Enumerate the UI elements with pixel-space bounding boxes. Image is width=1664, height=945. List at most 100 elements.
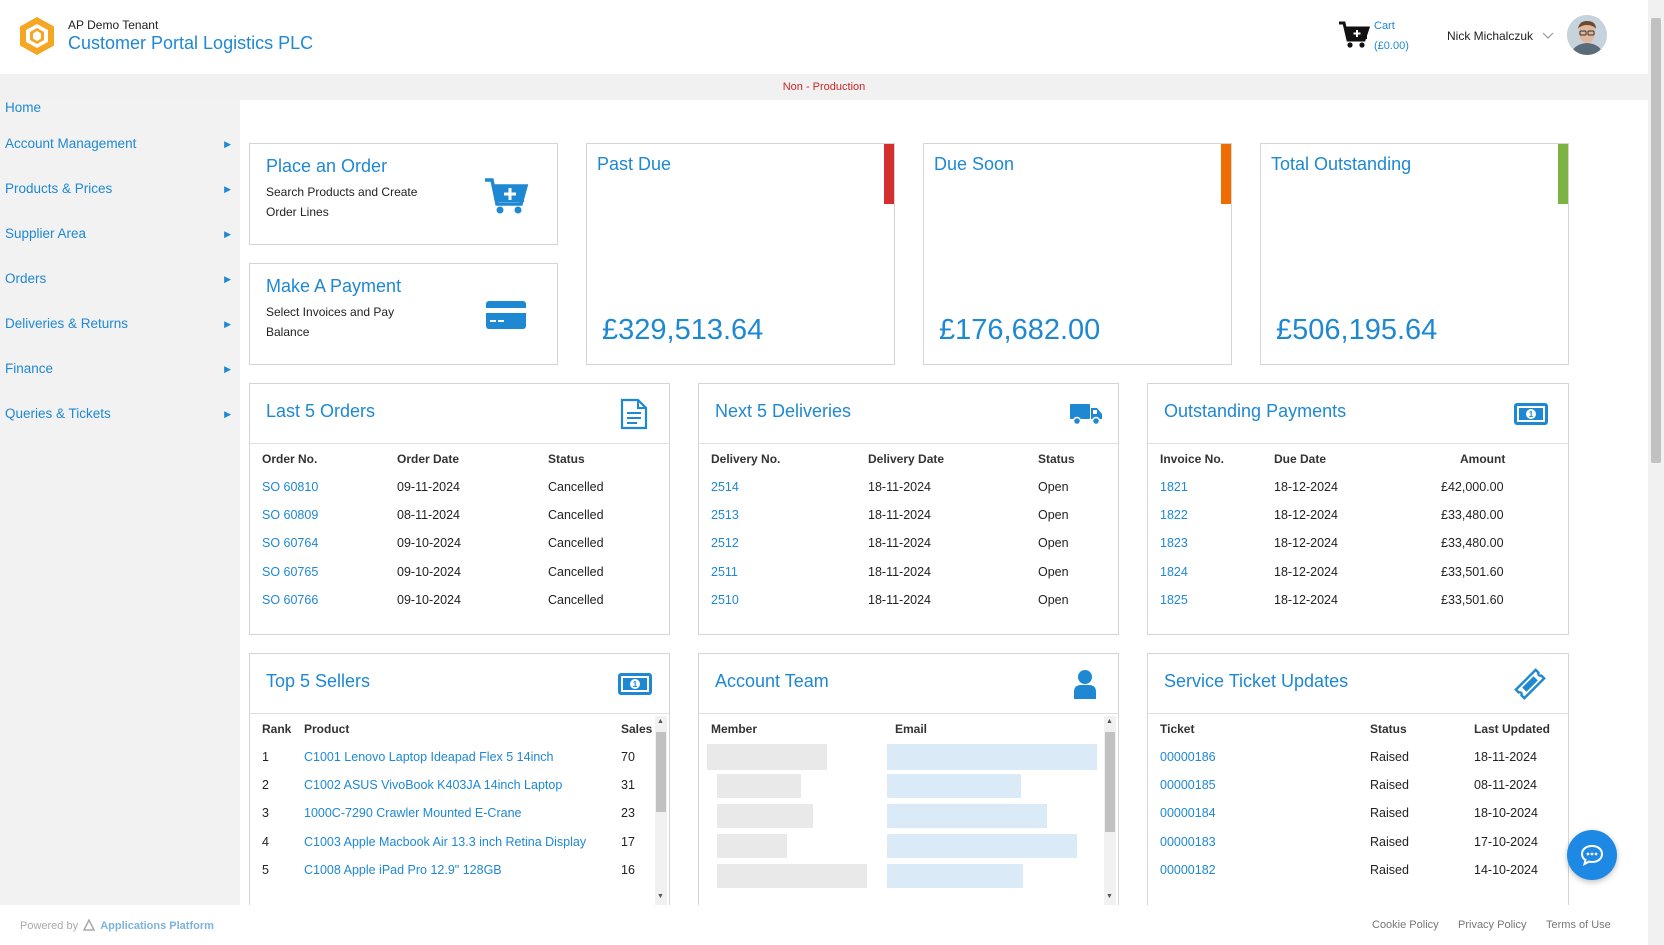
privacy-policy-link[interactable]: Privacy Policy xyxy=(1458,919,1527,931)
place-order-title[interactable]: Place an Order xyxy=(266,156,388,176)
table-cell-link[interactable]: C1003 Apple Macbook Air 13.3 inch Retina… xyxy=(304,834,587,849)
table-cell-link[interactable]: 1824 xyxy=(1160,564,1188,579)
table-cell-link[interactable]: 00000186 xyxy=(1160,750,1216,764)
cart-icon[interactable] xyxy=(1338,20,1370,50)
table-cell-link[interactable]: 1822 xyxy=(1160,508,1188,523)
sidebar-item-label: Queries & Tickets xyxy=(5,406,111,421)
column-header: Member xyxy=(711,722,758,736)
due-soon-indicator xyxy=(1221,144,1231,204)
total-outstanding-card[interactable]: Total Outstanding £506,195.64 xyxy=(1260,143,1569,365)
table-cell-link[interactable]: C1002 ASUS VivoBook K403JA 14inch Laptop xyxy=(304,778,563,793)
table-cell: Raised xyxy=(1370,778,1409,793)
table-cell-link[interactable]: 00000183 xyxy=(1160,834,1216,849)
table-cell-link[interactable]: 2512 xyxy=(711,536,739,551)
sidebar-item-orders[interactable]: Orders ▶ xyxy=(5,271,235,293)
table-cell-link[interactable]: 2513 xyxy=(711,508,739,523)
table-cell: 18-11-2024 xyxy=(868,564,932,579)
sidebar-item-account-management[interactable]: Account Management ▶ xyxy=(5,136,235,158)
table-cell-link[interactable]: 2511 xyxy=(711,564,738,579)
make-payment-title[interactable]: Make A Payment xyxy=(266,276,402,296)
table-cell-link[interactable]: 00000184 xyxy=(1160,806,1216,821)
powered-by: Powered by Applications Platform xyxy=(20,918,214,932)
chat-button[interactable] xyxy=(1567,830,1617,880)
top-sellers-title[interactable]: Top 5 Sellers xyxy=(266,671,371,691)
cart-value[interactable]: (£0.00) xyxy=(1374,40,1409,52)
account-team-title[interactable]: Account Team xyxy=(715,671,829,691)
table-cell-link[interactable]: SO 60764 xyxy=(262,536,319,551)
table-cell-link[interactable]: SO 60765 xyxy=(262,564,319,579)
table-cell: 31 xyxy=(621,778,635,793)
service-tickets-title[interactable]: Service Ticket Updates xyxy=(1164,671,1349,691)
next-deliveries-title[interactable]: Next 5 Deliveries xyxy=(715,401,852,421)
scroll-thumb[interactable] xyxy=(656,732,666,812)
table-cell-link[interactable]: 00000185 xyxy=(1160,778,1216,793)
sidebar-item-products-prices[interactable]: Products & Prices ▶ xyxy=(5,181,235,203)
cart-label[interactable]: Cart xyxy=(1374,20,1395,32)
table-cell-link[interactable]: C1001 Lenovo Laptop Ideapad Flex 5 14inc… xyxy=(304,750,554,764)
redacted-email[interactable] xyxy=(887,834,1077,858)
table-cell: 18-10-2024 xyxy=(1474,806,1538,821)
table-cell-link[interactable]: 1000C-7290 Crawler Mounted E-Crane xyxy=(304,806,522,821)
sidebar-item-label: Products & Prices xyxy=(5,181,113,196)
redacted-member xyxy=(707,744,827,770)
user-name[interactable]: Nick Michalczuk xyxy=(1447,29,1534,43)
widget-header: Outstanding Payments 1 xyxy=(1148,384,1568,444)
table-cell: 18-11-2024 xyxy=(868,592,932,607)
chevron-down-icon[interactable] xyxy=(1542,30,1554,40)
portal-title[interactable]: Customer Portal Logistics PLC xyxy=(68,33,314,53)
outstanding-payments-widget: Outstanding Payments 1 Invoice No. Due D… xyxy=(1147,383,1569,635)
cookie-policy-link[interactable]: Cookie Policy xyxy=(1372,919,1439,931)
sidebar-item-supplier-area[interactable]: Supplier Area ▶ xyxy=(5,226,235,248)
redacted-email[interactable] xyxy=(887,864,1023,888)
table-cell-link[interactable]: 1821 xyxy=(1160,480,1188,494)
place-order-card[interactable]: Place an Order Search Products and Creat… xyxy=(249,143,558,245)
table-cell: 14-10-2024 xyxy=(1474,862,1538,877)
outstanding-payments-title[interactable]: Outstanding Payments xyxy=(1164,401,1347,421)
table-cell-link[interactable]: 1825 xyxy=(1160,592,1188,607)
platform-brand[interactable]: Applications Platform xyxy=(100,920,214,932)
redacted-email[interactable] xyxy=(887,744,1097,770)
avatar[interactable] xyxy=(1567,15,1607,55)
scroll-thumb[interactable] xyxy=(1105,732,1115,832)
widget-header: Service Ticket Updates xyxy=(1148,654,1568,714)
table-cell-link[interactable]: SO 60810 xyxy=(262,480,319,494)
table-cell-link[interactable]: SO 60766 xyxy=(262,592,319,607)
platform-logo-icon xyxy=(82,918,96,931)
last-orders-title[interactable]: Last 5 Orders xyxy=(266,401,376,421)
table-cell-link[interactable]: 2514 xyxy=(711,480,739,494)
redacted-email[interactable] xyxy=(887,774,1021,798)
past-due-card[interactable]: Past Due £329,513.64 xyxy=(586,143,895,365)
table-cell-link[interactable]: 00000182 xyxy=(1160,862,1216,877)
scroll-down-icon[interactable]: ▼ xyxy=(1106,893,1113,900)
redacted-email[interactable] xyxy=(887,804,1047,828)
scroll-up-icon[interactable]: ▲ xyxy=(1106,718,1113,725)
table-cell: Raised xyxy=(1370,862,1409,877)
sidebar-item-queries-tickets[interactable]: Queries & Tickets ▶ xyxy=(5,406,235,428)
sidebar-item-label: Home xyxy=(5,100,42,115)
tenant-logo-icon[interactable] xyxy=(18,16,56,56)
table-cell-link[interactable]: 2510 xyxy=(711,592,739,607)
table-scrollbar[interactable]: ▲ ▼ xyxy=(1104,716,1116,905)
table-cell-link[interactable]: SO 60809 xyxy=(262,508,319,523)
make-payment-card[interactable]: Make A Payment Select Invoices and Pay B… xyxy=(249,263,558,365)
sidebar-item-label: Supplier Area xyxy=(5,226,87,241)
sidebar-item-deliveries-returns[interactable]: Deliveries & Returns ▶ xyxy=(5,316,235,338)
page-scrollbar[interactable] xyxy=(1648,0,1664,945)
due-soon-card[interactable]: Due Soon £176,682.00 xyxy=(923,143,1232,365)
column-header: Status xyxy=(1370,722,1407,736)
table-cell: 1 xyxy=(262,750,269,764)
terms-of-use-link[interactable]: Terms of Use xyxy=(1546,919,1611,931)
table-scrollbar[interactable]: ▲ ▼ xyxy=(655,716,667,905)
table-cell: 18-11-2024 xyxy=(868,508,932,523)
table-cell: 09-11-2024 xyxy=(397,480,461,494)
sidebar-item-home[interactable]: Home xyxy=(5,100,235,122)
table-cell: 08-11-2024 xyxy=(397,508,461,523)
table-cell-link[interactable]: C1008 Apple iPad Pro 12.9" 128GB xyxy=(304,862,502,877)
sidebar-item-finance[interactable]: Finance ▶ xyxy=(5,361,235,383)
scroll-up-icon[interactable]: ▲ xyxy=(657,718,664,725)
scroll-down-icon[interactable]: ▼ xyxy=(657,893,664,900)
table-cell-link[interactable]: 1823 xyxy=(1160,536,1188,551)
page-scroll-thumb[interactable] xyxy=(1651,18,1661,463)
sidebar-item-label: Orders xyxy=(5,271,47,286)
redacted-member xyxy=(717,864,867,888)
